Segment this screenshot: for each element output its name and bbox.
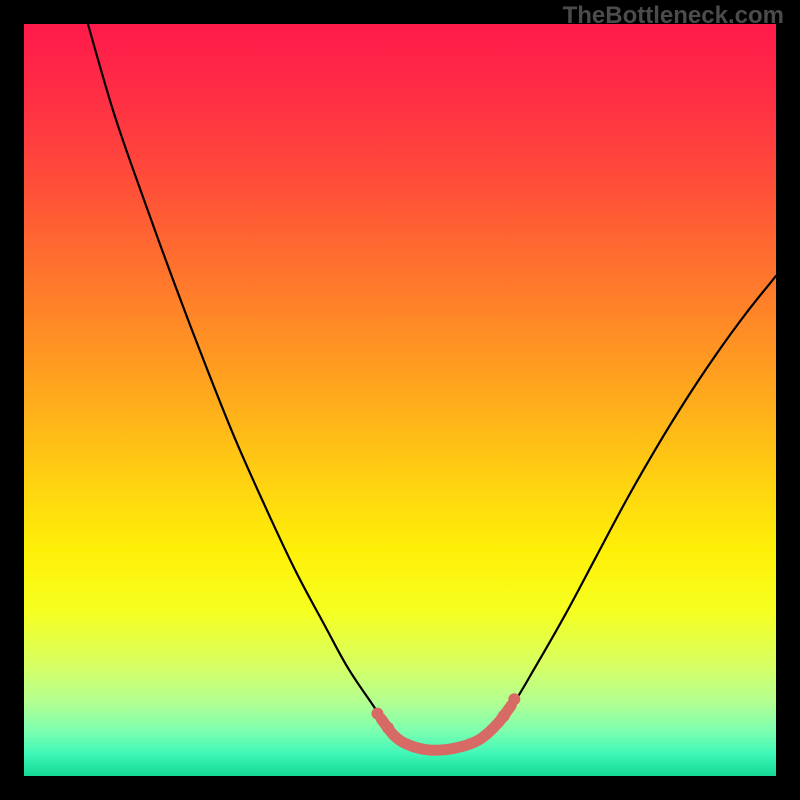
bottleneck-curve-chart [24,24,776,776]
gradient-background [24,24,776,776]
highlight-end-dot [371,708,383,720]
highlight-end-dot [382,722,394,734]
highlight-end-dot [508,693,520,705]
chart-plot-area [24,24,776,776]
watermark-text: TheBottleneck.com [563,2,784,30]
highlight-end-dot [498,710,510,722]
